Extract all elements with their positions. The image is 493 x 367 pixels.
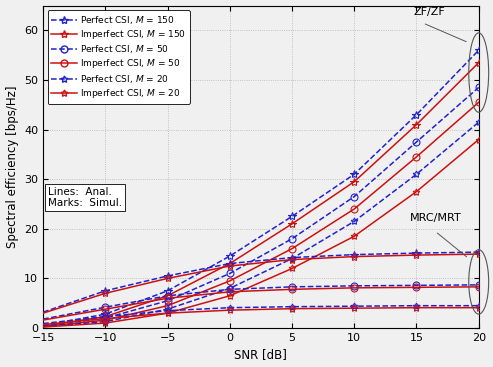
Text: Lines:  Anal.
Marks:  Simul.: Lines: Anal. Marks: Simul. xyxy=(48,187,122,208)
Y-axis label: Spectral efficiency [bps/Hz]: Spectral efficiency [bps/Hz] xyxy=(5,86,19,248)
Text: MRC/MRT: MRC/MRT xyxy=(410,213,462,224)
Legend: Perfect CSI, $M$ = 150, Imperfect CSI, $M$ = 150, Perfect CSI, $M$ = 50, Imperfe: Perfect CSI, $M$ = 150, Imperfect CSI, $… xyxy=(48,10,190,103)
X-axis label: SNR [dB]: SNR [dB] xyxy=(235,348,287,361)
Text: ZF/ZF: ZF/ZF xyxy=(414,7,446,18)
